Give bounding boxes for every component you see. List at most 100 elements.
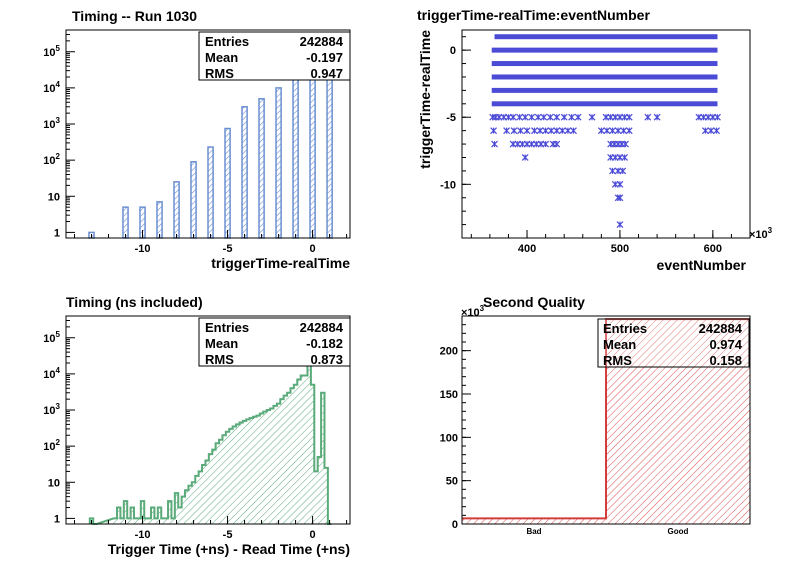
stat-value-mean: 0.974 [709, 337, 742, 352]
scatter-point [603, 127, 611, 135]
y-tick-label: 10 [48, 191, 60, 203]
scatter-point [536, 127, 544, 135]
scatter-band [491, 47, 718, 53]
scatter-point [616, 221, 624, 229]
scatter-point [616, 194, 624, 202]
histogram-bar [190, 161, 197, 239]
stat-value-rms: 0.873 [310, 352, 343, 367]
bar-bad [462, 518, 606, 524]
stat-value-entries: 242884 [300, 34, 344, 49]
x-category-label: Bad [526, 527, 541, 536]
y-tick-label: 1 [54, 227, 60, 239]
title: Timing (ns included) [66, 294, 203, 310]
scatter-point [622, 140, 629, 148]
scatter-point [653, 113, 661, 121]
y-tick-label: -10 [440, 179, 456, 191]
histogram-bar [224, 127, 231, 239]
x-category-label: Good [668, 527, 689, 536]
stat-value-entries: 242884 [300, 320, 344, 335]
histogram-bar [173, 181, 180, 239]
stat-label-mean: Mean [205, 336, 238, 351]
scatter-point [510, 127, 518, 135]
stat-label-rms: RMS [205, 352, 234, 367]
stat-label-entries: Entries [205, 320, 249, 335]
title: triggerTime-realTime:eventNumber [417, 7, 650, 23]
y-tick-label: 103 [43, 402, 60, 417]
scatter-point [509, 113, 517, 121]
y-tick-label: 104 [43, 366, 60, 381]
stat-label-mean: Mean [205, 50, 238, 65]
y-tick-label: 0 [452, 519, 458, 531]
scatter-point [523, 127, 531, 135]
x-tick-label: 600 [704, 243, 722, 255]
y-tick-label: 0 [450, 45, 456, 57]
y-tick-label: 10 [48, 477, 60, 489]
scatter-point [614, 127, 622, 135]
title: Second Quality [483, 294, 585, 310]
scatter-point [553, 113, 561, 121]
scatter-point [621, 154, 629, 161]
histogram-outline [88, 355, 332, 525]
stat-label-entries: Entries [603, 321, 647, 336]
scatter-point [491, 140, 498, 148]
histogram-area [89, 356, 332, 524]
x-tick-label: -5 [223, 243, 233, 255]
stat-label-rms: RMS [205, 66, 234, 81]
stat-value-rms: 0.947 [310, 66, 343, 81]
scatter-point [546, 113, 554, 121]
scatter-point [616, 180, 624, 188]
scatter-point [516, 113, 524, 121]
histogram-bar [156, 201, 163, 239]
scatter-point [542, 140, 550, 148]
x-tick-label: -5 [223, 529, 233, 541]
x-axis-label: triggerTime-realTime [211, 255, 350, 271]
plot-frame [65, 315, 351, 525]
y-tick-label: 1 [54, 513, 60, 525]
stats-box: Entries 242884 Mean -0.182 RMS 0.873 [198, 317, 351, 367]
scatter-point [542, 127, 550, 135]
panel-timing-ns: Timing (ns included) -10 -5 0 1 10 102 103 104 1… [43, 294, 351, 557]
y-axis-label: triggerTime-realTime [417, 30, 433, 169]
histogram-bar [292, 69, 299, 239]
x-tick-label: 400 [518, 243, 536, 255]
x-tick-label: 0 [310, 243, 316, 255]
plot-frame [461, 29, 751, 239]
stat-label-mean: Mean [603, 337, 636, 352]
y-tick-label: -5 [446, 112, 456, 124]
scatter-point [713, 127, 720, 135]
scatter-point [597, 127, 605, 135]
scatter-band [494, 34, 718, 40]
scatter-point [609, 127, 616, 135]
scatter-point [701, 127, 709, 135]
x-multiplier: ×103 [749, 226, 773, 241]
scatter-point [564, 127, 572, 135]
y-tick-label: 150 [440, 389, 458, 401]
x-tick-label: -10 [135, 529, 151, 541]
scatter-point [625, 113, 633, 121]
scatter-point [570, 127, 577, 135]
stat-value-mean: -0.197 [306, 50, 343, 65]
scatter-band [491, 101, 718, 107]
y-tick-label: 102 [43, 152, 60, 167]
bar-good [606, 319, 750, 524]
x-axis-label: eventNumber [657, 257, 747, 273]
scatter-point [619, 167, 627, 175]
scatter-point [644, 113, 652, 121]
scatter-point [553, 140, 561, 148]
title: Timing -- Run 1030 [72, 8, 197, 24]
scatter-point [553, 127, 561, 135]
scatter-band [491, 61, 718, 67]
panel-timing-run: Timing -- Run 1030 -10 -5 0 1 10 102 103 104 105… [43, 8, 351, 271]
histogram-bar [258, 98, 265, 239]
scatter-point [568, 113, 576, 121]
scatter-point [490, 127, 498, 135]
scatter-point [547, 127, 555, 135]
scatter-point [707, 127, 715, 135]
y-tick-label: 102 [43, 438, 60, 453]
scatter-point [531, 127, 538, 135]
scatter-point [540, 113, 548, 121]
stats-box: Entries 242884 Mean 0.974 RMS 0.158 [597, 318, 750, 368]
histogram-bar [207, 146, 214, 239]
